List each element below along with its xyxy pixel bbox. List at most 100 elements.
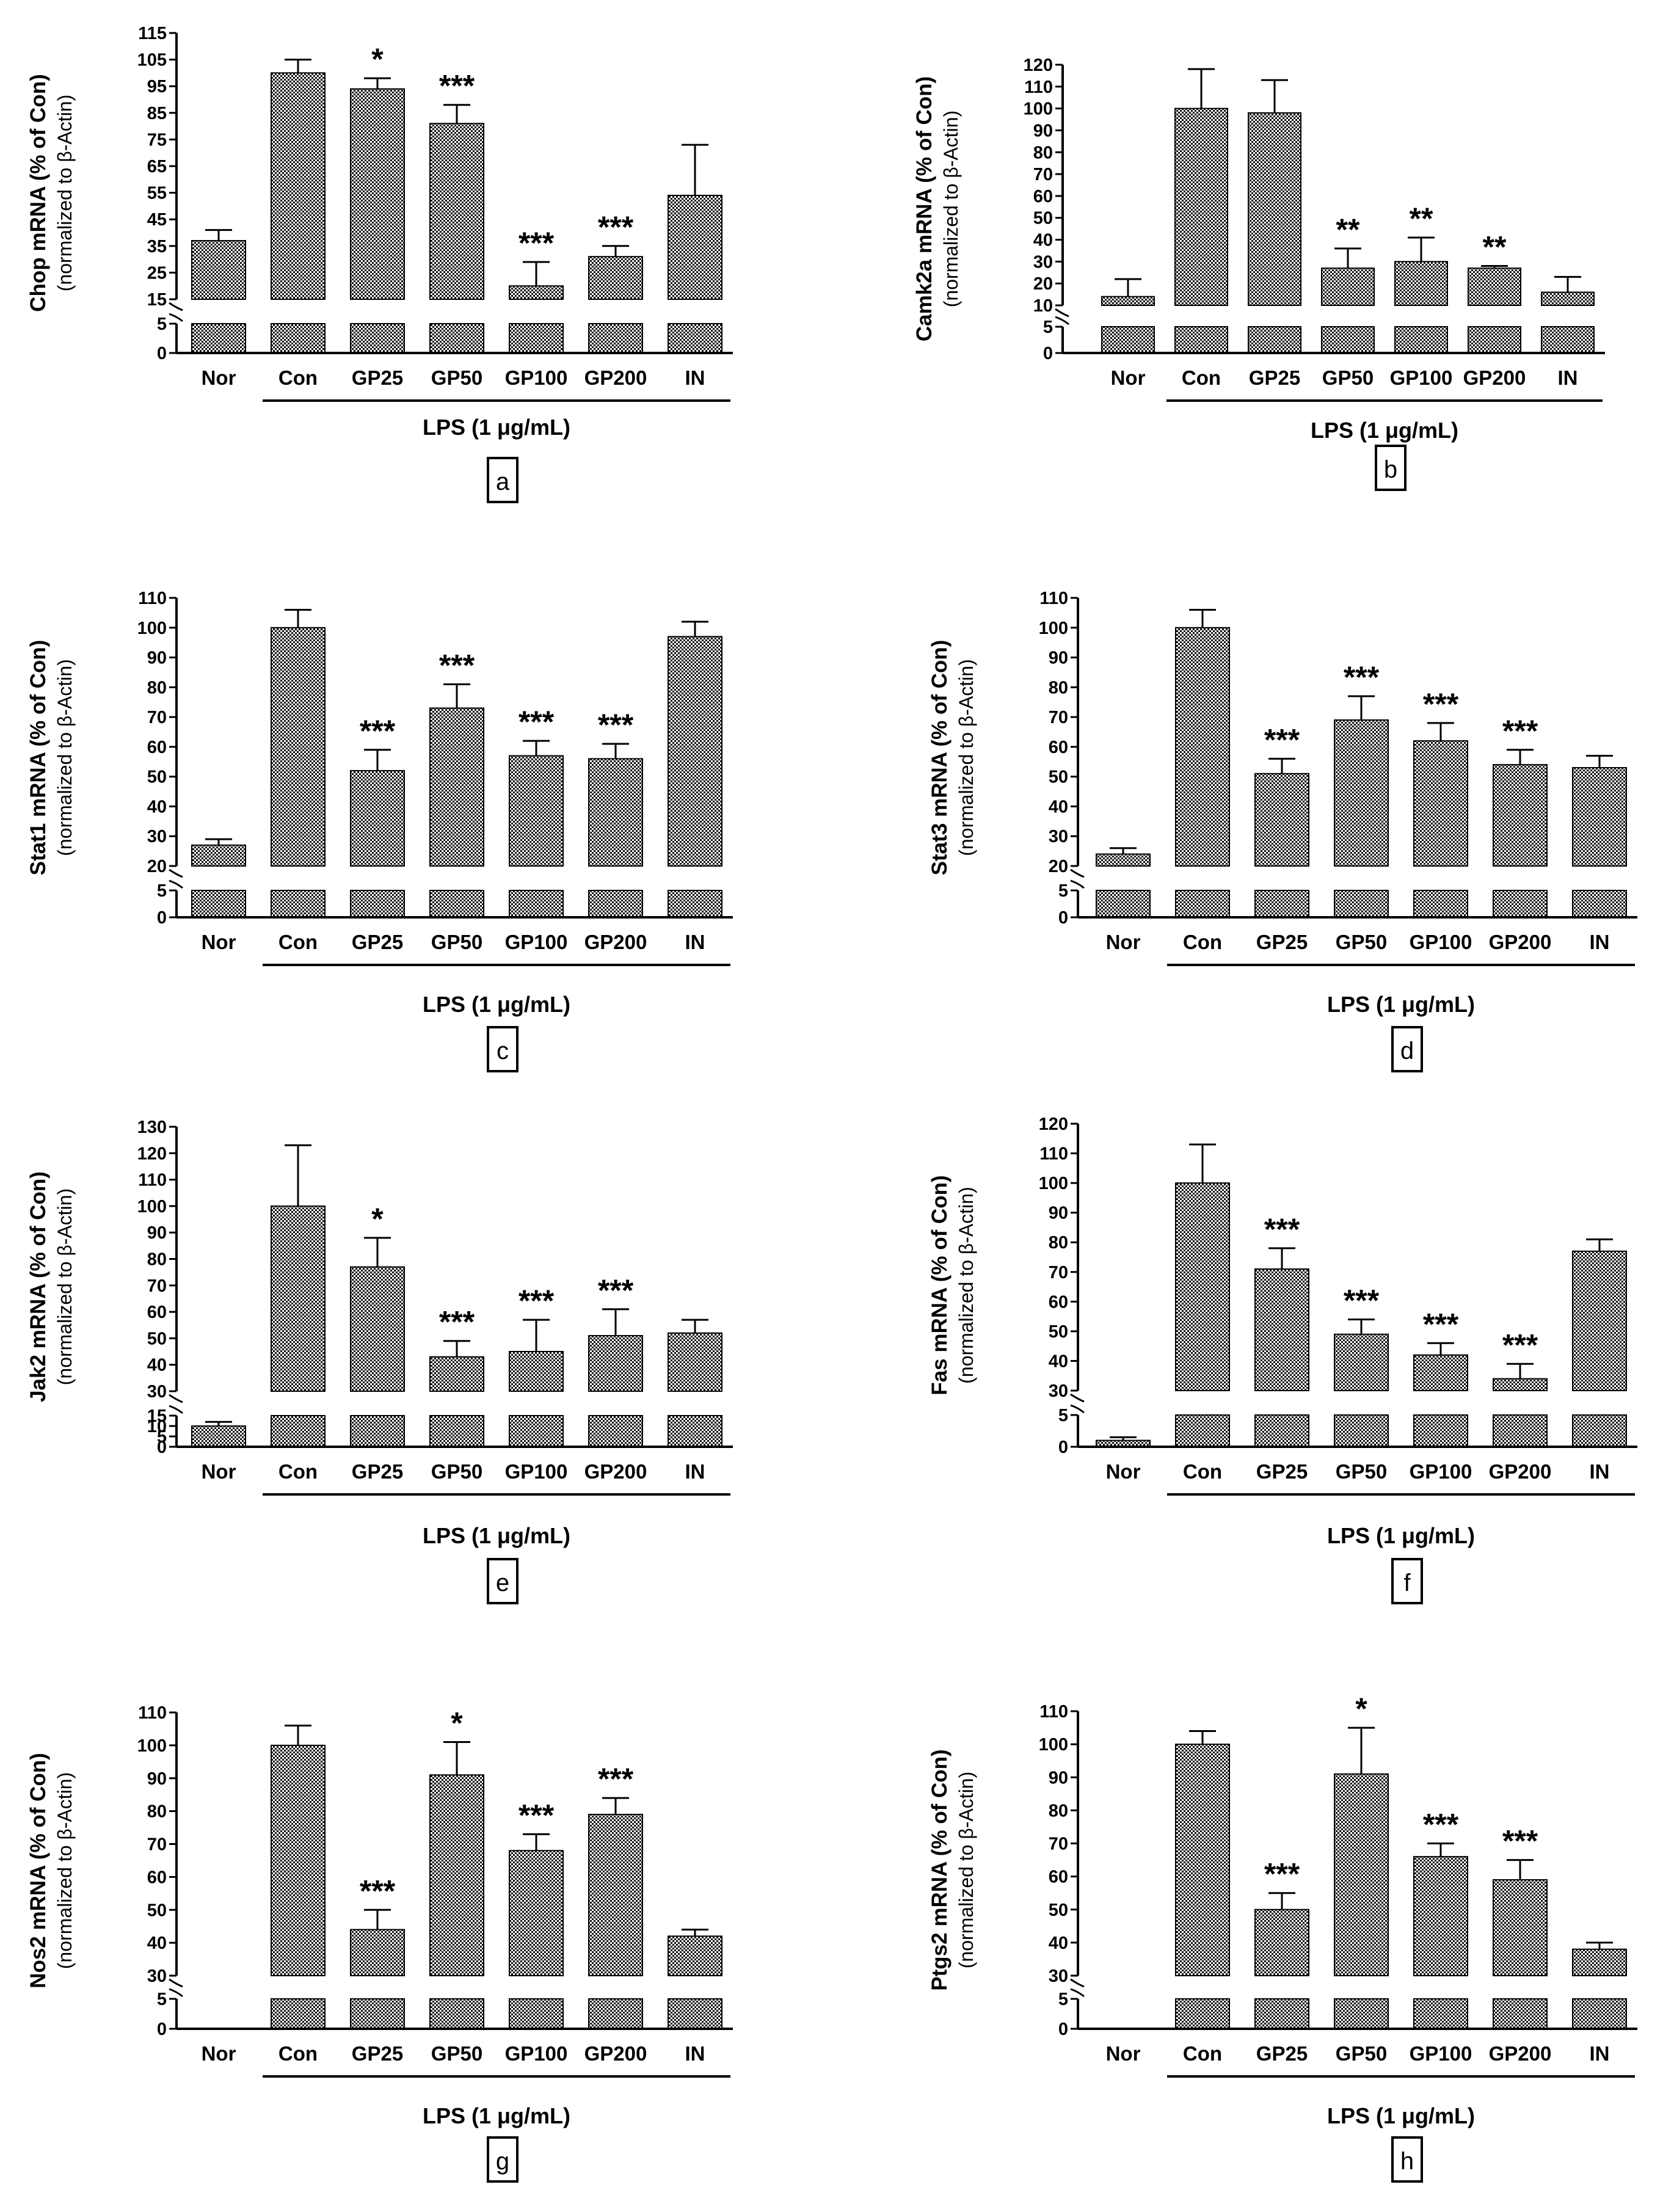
bar-lower-Nor xyxy=(191,890,246,918)
category-label-IN: IN xyxy=(685,1460,705,1483)
y-tick-label: 0 xyxy=(1043,344,1053,363)
bar-lower-GP100 xyxy=(509,890,564,918)
bar-upper-GP100 xyxy=(509,285,564,300)
y-tick-label: 50 xyxy=(147,768,167,787)
y-tick-label: 5 xyxy=(157,881,167,901)
category-label-Nor: Nor xyxy=(202,1460,236,1483)
bar-lower-GP25 xyxy=(350,323,405,354)
bar-upper-Nor xyxy=(191,240,246,300)
axis-break-mark xyxy=(169,302,183,311)
category-label-Con: Con xyxy=(1182,366,1221,389)
bar-lower-GP200 xyxy=(1493,1998,1548,2029)
bar-upper-GP200 xyxy=(1468,267,1521,307)
panel-tag-label: b xyxy=(1384,456,1397,483)
y-tick-label: 80 xyxy=(147,678,167,697)
y-tick-label: 95 xyxy=(147,77,167,96)
bar-upper-GP100 xyxy=(1394,261,1448,307)
bar-upper-GP50 xyxy=(1334,719,1389,867)
panel-tag-box xyxy=(1391,2136,1423,2183)
y-tick-label: 15 xyxy=(147,1406,167,1426)
category-label-GP100: GP100 xyxy=(1410,2042,1472,2065)
panel-tag-label: d xyxy=(1400,1038,1414,1064)
panel-tag-label: c xyxy=(497,1038,509,1064)
significance-marker: * xyxy=(371,1202,384,1236)
category-label-GP100: GP100 xyxy=(1390,366,1453,389)
y-tick-label: 90 xyxy=(147,1769,167,1789)
y-tick-label: 50 xyxy=(1049,768,1068,787)
bar-lower-Nor xyxy=(191,323,246,354)
y-axis-subtitle: (normalized to β-Actin) xyxy=(54,95,76,292)
y-tick-label: 5 xyxy=(1058,1406,1068,1425)
bar-upper-GP25 xyxy=(350,1929,405,1976)
significance-marker: *** xyxy=(439,69,475,103)
y-tick-label: 90 xyxy=(1033,121,1053,140)
y-tick-label: 80 xyxy=(147,1250,167,1270)
axis-break-mark xyxy=(169,1988,183,1998)
y-axis-title: Camk2a mRNA (% of Con) xyxy=(912,76,936,341)
bar-lower-GP100 xyxy=(1394,326,1448,354)
bar-lower-GP50 xyxy=(429,323,484,354)
category-label-Nor: Nor xyxy=(202,2042,236,2065)
y-tick-label: 50 xyxy=(147,1901,167,1920)
y-axis-title: Ptgs2 mRNA (% of Con) xyxy=(928,1749,952,1990)
panel-tag-label: g xyxy=(496,2148,509,2175)
category-label-GP25: GP25 xyxy=(352,2042,403,2065)
significance-marker: ** xyxy=(1483,230,1507,264)
bar-upper-GP50 xyxy=(429,707,484,867)
category-label-IN: IN xyxy=(685,2042,705,2065)
bar-lower-Nor xyxy=(1101,326,1155,354)
y-tick-label: 35 xyxy=(147,237,167,256)
lps-label: LPS (1 μg/mL) xyxy=(1311,418,1458,443)
bar-upper-Nor xyxy=(191,844,246,867)
bar-upper-GP100 xyxy=(509,755,564,867)
significance-marker: *** xyxy=(598,708,634,742)
category-label-GP25: GP25 xyxy=(1256,1460,1308,1483)
bar-lower-GP100 xyxy=(509,323,564,354)
y-tick-label: 75 xyxy=(147,130,167,150)
y-tick-label: 5 xyxy=(1058,881,1068,901)
y-tick-label: 0 xyxy=(157,908,167,928)
y-tick-label: 110 xyxy=(1024,78,1053,97)
category-label-GP50: GP50 xyxy=(431,2042,482,2065)
panel-tag-box xyxy=(487,457,519,503)
y-tick-label: 70 xyxy=(147,708,167,727)
y-tick-label: 20 xyxy=(1049,857,1068,876)
axis-break-mark xyxy=(169,1978,183,1988)
axis-break-mark xyxy=(169,313,183,322)
category-label-IN: IN xyxy=(685,366,705,389)
bar-upper-GP50 xyxy=(429,1774,484,1977)
category-label-IN: IN xyxy=(1590,2042,1610,2065)
lps-label: LPS (1 μg/mL) xyxy=(1327,2103,1475,2128)
category-label-GP200: GP200 xyxy=(584,2042,647,2065)
bar-upper-GP200 xyxy=(588,1814,643,1976)
significance-marker: *** xyxy=(1502,1328,1538,1362)
bar-upper-GP200 xyxy=(1493,1378,1548,1392)
category-label-Nor: Nor xyxy=(1106,931,1141,953)
y-tick-label: 40 xyxy=(147,1356,167,1375)
y-tick-label: 50 xyxy=(1049,1322,1068,1342)
bar-upper-GP50 xyxy=(1334,1773,1389,1976)
significance-marker: *** xyxy=(1502,714,1538,748)
bar-lower-GP25 xyxy=(350,1415,405,1447)
bar-upper-Con xyxy=(1175,627,1230,867)
panel-tag-box xyxy=(1391,1558,1423,1604)
y-tick-label: 110 xyxy=(1039,589,1068,608)
y-tick-label: 50 xyxy=(1033,209,1053,228)
bar-upper-GP100 xyxy=(509,1351,564,1392)
category-label-GP50: GP50 xyxy=(1336,2042,1387,2065)
category-label-GP200: GP200 xyxy=(1489,2042,1552,2065)
y-tick-label: 100 xyxy=(1039,619,1068,638)
axis-break-mark xyxy=(169,1394,183,1403)
y-axis-subtitle: (normalized to β-Actin) xyxy=(940,111,962,308)
bar-upper-Nor xyxy=(1101,296,1155,307)
category-label-GP100: GP100 xyxy=(505,931,568,953)
y-tick-label: 0 xyxy=(1058,1438,1068,1457)
bar-upper-Nor xyxy=(1096,853,1151,867)
bar-lower-GP50 xyxy=(1334,1414,1389,1447)
significance-marker: *** xyxy=(598,1273,634,1308)
significance-marker: *** xyxy=(360,1874,396,1908)
category-label-GP100: GP100 xyxy=(505,1460,568,1483)
y-tick-label: 110 xyxy=(1039,1144,1068,1164)
